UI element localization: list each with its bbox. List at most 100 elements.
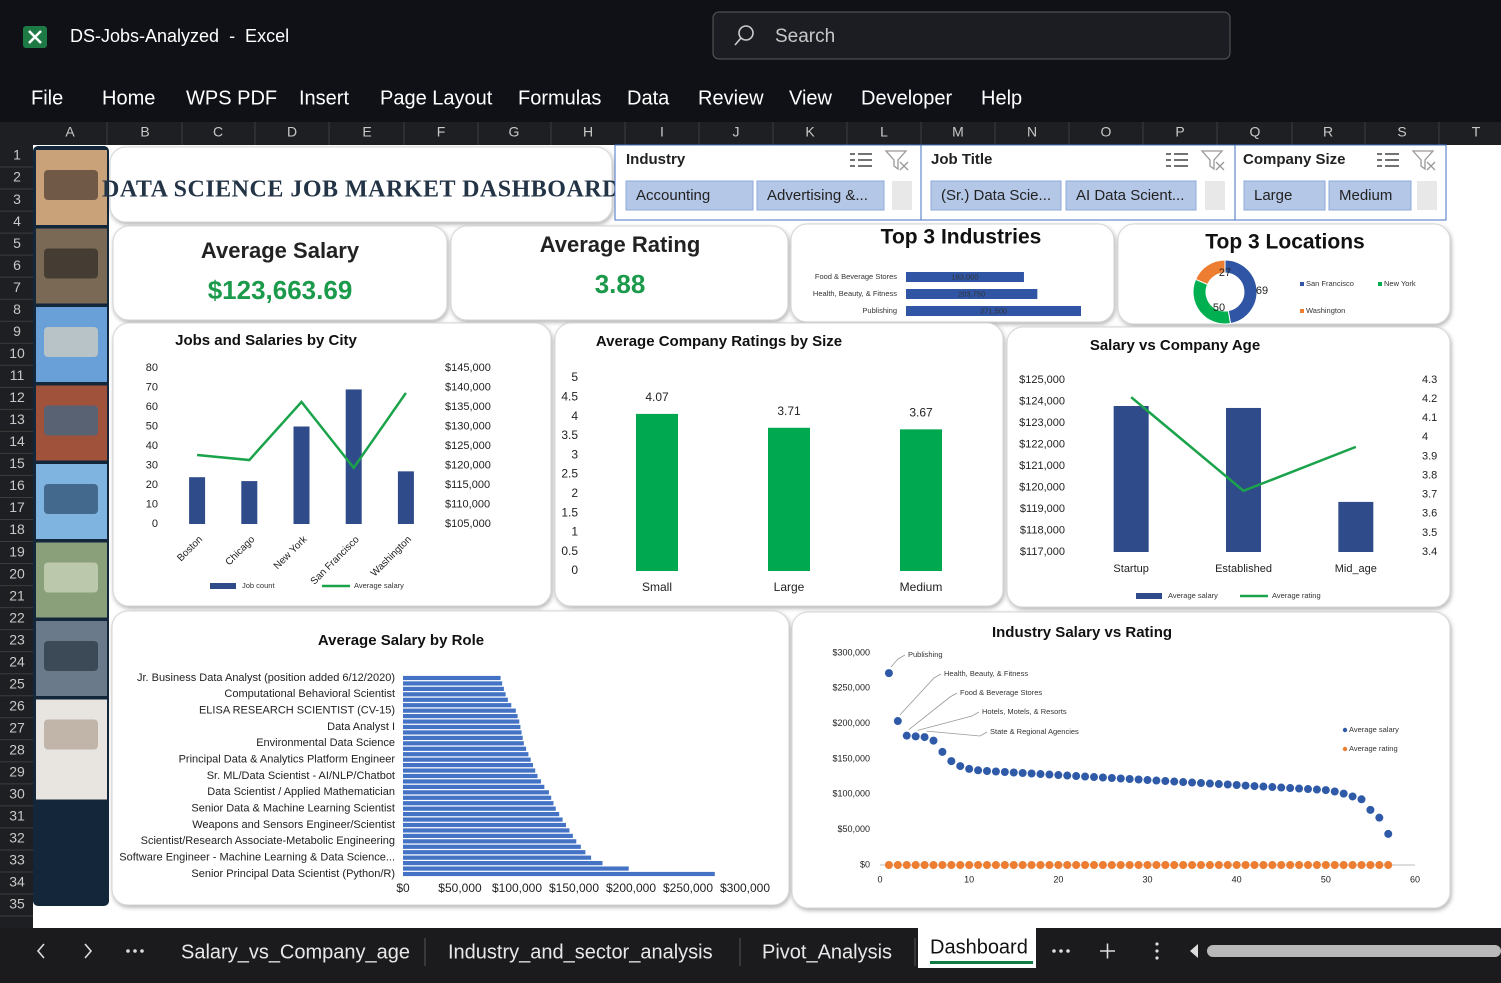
multi-select-icon[interactable] (850, 153, 872, 167)
row-header[interactable]: 27 (9, 719, 25, 735)
row-header[interactable]: 18 (9, 521, 25, 537)
row-header[interactable]: 3 (13, 191, 21, 207)
row-header[interactable]: 15 (9, 455, 25, 471)
menu-item[interactable]: Page Layout (380, 87, 493, 109)
row-header[interactable]: 21 (9, 587, 25, 603)
column-header[interactable]: G (509, 124, 520, 140)
category-label: Data Scientist / Applied Mathematician (207, 786, 395, 798)
column-header[interactable]: D (287, 124, 297, 140)
column-header[interactable]: S (1397, 124, 1406, 140)
column-header[interactable]: N (1027, 124, 1037, 140)
menu-item[interactable]: View (789, 87, 833, 109)
slicer-button[interactable] (930, 180, 1062, 211)
column-header[interactable]: P (1175, 124, 1184, 140)
row-header[interactable]: 23 (9, 631, 25, 647)
clear-filter-icon[interactable] (1411, 150, 1436, 171)
y-tick-label: $0 (860, 859, 870, 869)
row-header[interactable]: 4 (13, 213, 21, 229)
slicer-button[interactable] (1065, 180, 1197, 211)
row-header[interactable]: 13 (9, 411, 25, 427)
nav-prev[interactable] (36, 943, 45, 959)
x-tick-label: Small (642, 580, 672, 594)
annotation-leader (917, 711, 980, 731)
row-header[interactable]: 28 (9, 742, 25, 758)
slicer-item[interactable]: AI Data Scient... (1076, 187, 1184, 204)
column-header[interactable]: B (140, 124, 149, 140)
row-header[interactable]: 2 (13, 169, 21, 185)
slicer-item[interactable]: Medium (1339, 187, 1392, 204)
menu-item[interactable]: Review (698, 87, 764, 109)
row-header[interactable]: 11 (10, 367, 25, 383)
sheet-tab[interactable]: Dashboard (930, 936, 1028, 958)
menu-item[interactable]: Data (627, 87, 670, 109)
column-header[interactable]: H (583, 124, 593, 140)
sheet-tab[interactable]: Pivot_Analysis (762, 941, 892, 963)
row-header[interactable]: 16 (9, 477, 25, 493)
menu-item[interactable]: Formulas (518, 87, 601, 109)
column-header[interactable]: Q (1250, 124, 1261, 140)
nav-next[interactable] (84, 943, 93, 959)
multi-select-icon[interactable] (1166, 153, 1188, 167)
row-header[interactable]: 6 (13, 257, 21, 273)
slicer-item[interactable]: Accounting (636, 187, 710, 204)
multi-select-icon[interactable] (1377, 153, 1399, 167)
row-header[interactable]: 5 (13, 235, 21, 251)
column-header[interactable]: J (733, 124, 740, 140)
category-label: Weapons and Sensors Engineer/Scientist (192, 819, 395, 831)
row-header[interactable]: 8 (13, 301, 21, 317)
menu-item[interactable]: WPS PDF (186, 87, 277, 109)
row-header[interactable]: 29 (9, 764, 25, 780)
column-header[interactable]: E (362, 124, 371, 140)
row-header[interactable]: 10 (9, 345, 25, 361)
slicer-button[interactable] (1243, 180, 1326, 211)
search-box[interactable] (712, 11, 1231, 60)
column-header[interactable]: A (65, 124, 75, 140)
add-sheet[interactable] (1100, 943, 1115, 959)
row-header[interactable]: 34 (9, 874, 25, 890)
row-header[interactable]: 22 (9, 609, 25, 625)
point (1366, 860, 1375, 869)
slicer-button[interactable] (756, 180, 885, 211)
slicer-item[interactable]: (Sr.) Data Scie... (941, 187, 1051, 204)
row-header[interactable]: 7 (13, 279, 21, 295)
row-header[interactable]: 30 (9, 786, 25, 802)
clear-filter-icon[interactable] (884, 150, 909, 171)
row-header[interactable]: 33 (9, 852, 25, 868)
row-header[interactable]: 1 (13, 147, 21, 163)
row-header[interactable]: 31 (9, 808, 25, 824)
row-header[interactable]: 20 (9, 565, 25, 581)
slicer-button[interactable] (1328, 180, 1412, 211)
row-header[interactable]: 25 (9, 675, 25, 691)
slicer-item[interactable]: Advertising &... (767, 187, 868, 204)
row-header[interactable]: 12 (9, 389, 25, 405)
menu-item[interactable]: Help (981, 87, 1022, 109)
menu-item[interactable]: File (31, 87, 63, 109)
row-header[interactable]: 17 (9, 499, 25, 515)
sheet-tab[interactable]: Industry_and_sector_analysis (448, 941, 713, 963)
kpi-label: Average Rating (540, 232, 701, 257)
row-header[interactable]: 24 (9, 653, 25, 669)
sheet-tab[interactable]: Salary_vs_Company_age (181, 941, 410, 963)
column-header[interactable]: R (1323, 124, 1333, 140)
column-header[interactable]: F (437, 124, 446, 140)
point (911, 860, 920, 869)
row-header[interactable]: 9 (13, 323, 21, 339)
clear-filter-icon[interactable] (1200, 150, 1225, 171)
menu-item[interactable]: Developer (861, 87, 953, 109)
column-header[interactable]: T (1472, 124, 1481, 140)
row-header[interactable]: 19 (9, 543, 25, 559)
row-header[interactable]: 26 (9, 697, 25, 713)
column-header[interactable]: K (805, 124, 815, 140)
row-header[interactable]: 35 (9, 896, 25, 912)
slicer-item[interactable]: Large (1254, 187, 1292, 204)
column-header[interactable]: O (1101, 124, 1112, 140)
column-header[interactable]: M (952, 124, 964, 140)
row-header[interactable]: 14 (9, 433, 25, 449)
column-header[interactable]: I (660, 124, 664, 140)
column-header[interactable]: C (213, 124, 223, 140)
slicer-button[interactable] (625, 180, 754, 211)
row-header[interactable]: 32 (9, 830, 25, 846)
column-header[interactable]: L (880, 124, 888, 140)
menu-item[interactable]: Insert (299, 87, 349, 109)
menu-item[interactable]: Home (102, 87, 155, 109)
